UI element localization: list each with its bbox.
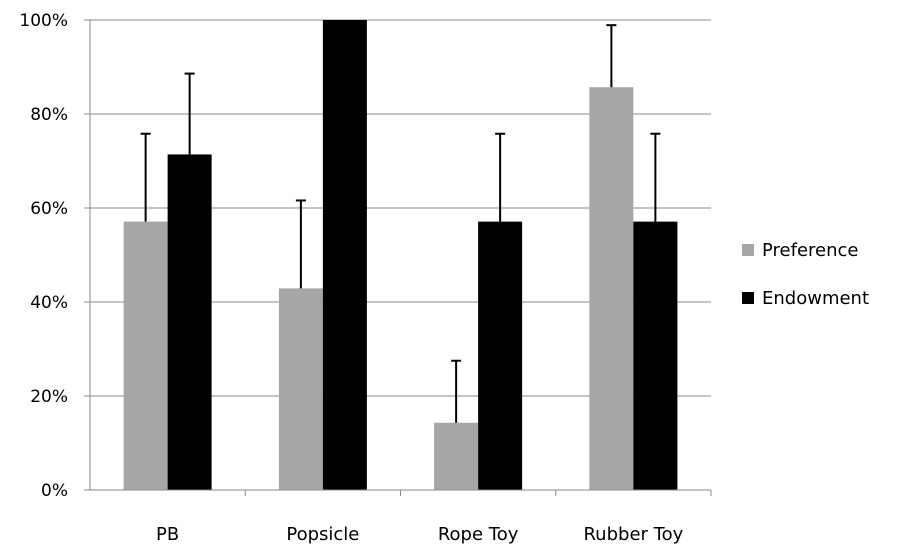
- legend-swatch-preference: [742, 244, 754, 256]
- bar-preference-pb: [123, 221, 168, 490]
- y-tick-label-40: 40%: [30, 293, 68, 313]
- bar-endowment-rope-toy: [478, 221, 523, 490]
- legend-swatch-endowment: [742, 292, 754, 304]
- x-tick-label-popsicle: Popsicle: [286, 524, 359, 545]
- y-tick-label-80: 80%: [30, 105, 68, 125]
- y-tick-label-100: 100%: [19, 11, 68, 31]
- x-tick-label-rubber-toy: Rubber Toy: [583, 524, 683, 545]
- bar-preference-popsicle: [278, 288, 323, 490]
- bar-endowment-popsicle: [322, 20, 367, 490]
- legend: Preference Endowment: [742, 240, 869, 309]
- legend-label-preference: Preference: [762, 240, 859, 261]
- bar-endowment-rubber-toy: [633, 221, 678, 490]
- y-tick-label-60: 60%: [30, 199, 68, 219]
- legend-label-endowment: Endowment: [762, 288, 869, 309]
- bar-endowment-pb: [167, 154, 212, 491]
- axes: [84, 19, 712, 496]
- bars: [123, 20, 678, 491]
- bar-preference-rope-toy: [434, 422, 479, 490]
- y-tick-label-0: 0%: [41, 481, 68, 501]
- x-tick-label-pb: PB: [156, 524, 179, 545]
- axis-labels: 0% 20% 40% 60% 80% 100% PB Popsicle Rope Toy Rubb…: [19, 11, 683, 545]
- y-tick-label-20: 20%: [30, 387, 68, 407]
- x-tick-label-rope-toy: Rope Toy: [438, 524, 519, 545]
- bar-preference-rubber-toy: [589, 87, 634, 491]
